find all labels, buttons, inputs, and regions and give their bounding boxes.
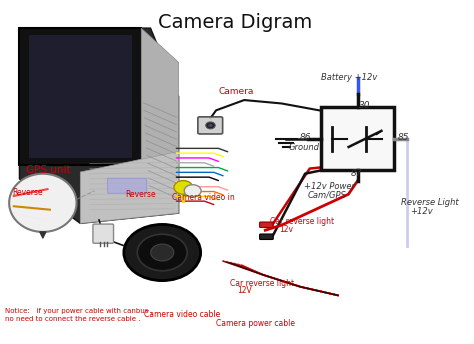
Text: +12v Power: +12v Power <box>304 182 355 191</box>
Text: Ground: Ground <box>289 143 319 152</box>
FancyBboxPatch shape <box>93 224 114 243</box>
Text: no need to connect the reverse cable .: no need to connect the reverse cable . <box>5 316 141 322</box>
Text: Car reverse light: Car reverse light <box>230 279 294 288</box>
Polygon shape <box>80 151 179 223</box>
Text: 85: 85 <box>398 132 409 141</box>
Text: 12V: 12V <box>237 287 252 295</box>
Text: Battery +12v: Battery +12v <box>321 73 378 82</box>
Circle shape <box>184 185 201 197</box>
Circle shape <box>137 234 187 271</box>
Text: Notice:   if your power cable with canbus ,: Notice: if your power cable with canbus … <box>5 308 153 314</box>
FancyBboxPatch shape <box>260 222 273 227</box>
Circle shape <box>208 124 213 127</box>
Circle shape <box>206 122 215 129</box>
Polygon shape <box>9 174 77 232</box>
Text: +12v: +12v <box>410 207 433 216</box>
Text: Cam/GPS: Cam/GPS <box>308 191 346 200</box>
Bar <box>321 107 394 170</box>
Text: Camera Digram: Camera Digram <box>158 13 312 32</box>
FancyBboxPatch shape <box>198 117 223 134</box>
Polygon shape <box>19 28 179 223</box>
Text: Reverse: Reverse <box>125 190 155 199</box>
Circle shape <box>151 244 174 261</box>
Polygon shape <box>19 28 141 165</box>
FancyBboxPatch shape <box>108 178 147 193</box>
Circle shape <box>174 181 192 194</box>
Text: 12v: 12v <box>279 225 293 234</box>
Circle shape <box>124 224 201 281</box>
Text: Reverse: Reverse <box>12 188 43 197</box>
Text: Reverse Light: Reverse Light <box>401 198 459 207</box>
Text: 86: 86 <box>300 132 311 141</box>
Polygon shape <box>141 28 179 193</box>
Polygon shape <box>29 35 132 158</box>
Text: GPS unit: GPS unit <box>27 165 71 175</box>
Text: Car reverse light: Car reverse light <box>270 217 334 226</box>
Text: 30: 30 <box>359 101 371 110</box>
Text: Camera video in: Camera video in <box>172 193 234 202</box>
Text: Camera: Camera <box>219 87 254 96</box>
Text: Camera video cable: Camera video cable <box>144 310 220 319</box>
FancyBboxPatch shape <box>260 234 273 239</box>
Text: 87: 87 <box>351 169 363 178</box>
Text: Camera power cable: Camera power cable <box>216 319 295 328</box>
